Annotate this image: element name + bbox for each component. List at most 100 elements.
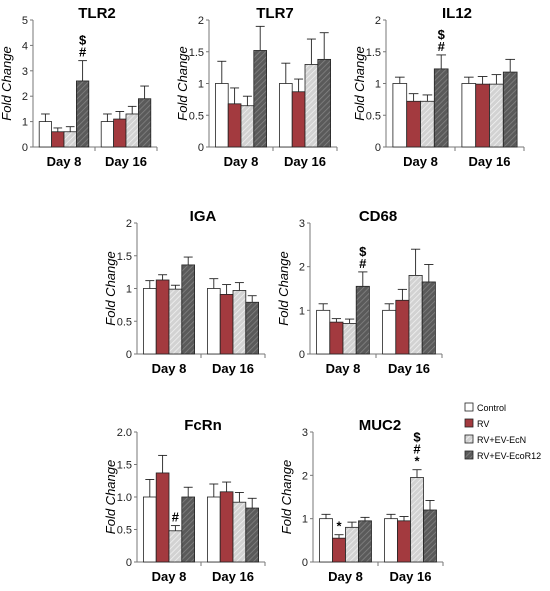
y-axis-label: Fold Change [276,251,291,325]
y-tick-label: 0 [302,557,308,569]
y-tick-label: 1 [375,79,381,91]
y-axis-label: Fold Change [0,46,14,120]
chart-cd68: CD68 Fold Change 0 1 2 3 Day 8 Day 16 #$ [276,208,443,376]
significance-marker: $ [359,244,367,259]
bar [475,83,490,148]
x-tick-label: Day 8 [403,154,438,169]
x-tick-label: Day 16 [284,154,326,169]
legend-swatch [464,402,474,412]
bar [319,518,333,563]
significance-marker: # [172,510,180,525]
y-tick-label: 2 [198,15,204,27]
bar [245,507,260,563]
y-tick-label: 0.5 [366,110,381,122]
bar [142,288,157,355]
bar [382,309,397,355]
bar [181,264,196,355]
chart-title: TLR7 [256,5,294,22]
bar [219,491,234,563]
y-tick-label: 0 [126,349,132,361]
y-tick-label: 1 [299,305,305,317]
bar [125,113,139,148]
legend-label: RV [477,419,489,429]
bar [397,520,411,563]
bar [142,496,157,563]
chart-iga: IGA Fold Change 0 0.5 1 1.5 2 Day 8 Day 16 [103,208,266,376]
bar [113,118,127,148]
y-tick-label: 1.0 [117,492,132,504]
y-tick-label: 5 [22,15,28,27]
bar [355,285,370,355]
bar [100,121,114,148]
x-tick-label: Day 16 [388,361,430,376]
y-tick-label: 2 [299,262,305,274]
x-tick-label: Day 8 [152,569,187,584]
bar [206,288,221,355]
significance-marker: # [438,39,446,54]
y-tick-label: 0 [375,142,381,154]
chart-title: TLR2 [78,5,116,22]
significance-marker: $ [413,430,421,445]
bar [38,121,53,148]
bar [332,537,346,563]
bar [502,71,518,148]
x-tick-label: Day 8 [326,361,361,376]
bar [316,309,331,355]
chart-title: MUC2 [359,417,402,434]
significance-marker: $ [438,27,446,42]
chart-tlr2: TLR2 Fold Change 0 1 2 3 4 5 Day 8 Day 16 #$ [0,5,158,169]
significance-marker: * [336,519,342,534]
chart-tlr7: TLR7 Fold Change 0 0.5 1 1.5 2 Day 8 Day 16 [175,5,338,169]
x-tick-label: Day 8 [152,361,187,376]
y-tick-label: 2 [375,15,381,27]
y-tick-label: 1.5 [366,47,381,59]
significance-marker: # [413,442,421,457]
legend-swatch [464,434,474,444]
y-tick-label: 1 [198,79,204,91]
y-tick-label: 1 [22,117,28,129]
legend-label: Control [477,403,506,413]
bar [329,321,344,355]
y-tick-label: 2 [22,91,28,103]
bar [137,98,152,148]
x-tick-label: Day 8 [224,154,259,169]
bar [406,100,421,148]
bar [291,91,306,148]
y-tick-label: 0.5 [117,316,132,328]
legend: Control RV RV+EV-EcN RV+EV-EcoR12 [464,402,541,461]
y-tick-label: 0 [198,142,204,154]
bar [384,518,398,563]
bar [345,526,359,563]
chart-title: IL12 [442,5,472,22]
y-tick-label: 0 [22,142,28,154]
y-axis-label: Fold Change [103,251,118,325]
y-tick-label: 0 [126,557,132,569]
x-tick-label: Day 8 [47,154,82,169]
bar [168,530,183,563]
x-tick-label: Day 16 [390,569,432,584]
bar [232,290,247,355]
bar [76,80,90,148]
x-tick-label: Day 16 [105,154,147,169]
bar [410,477,424,563]
legend-swatch [464,418,474,428]
bar [423,509,437,563]
legend-swatch [464,450,474,460]
significance-marker: # [359,256,367,271]
y-tick-label: 1 [302,514,308,526]
chart-fcrn: FcRn Fold Change 0 0.5 1.0 1.5 2.0 Day 8 Day 16 # [103,417,266,584]
significance-marker: $ [79,33,87,48]
y-tick-label: 0 [299,349,305,361]
bar [421,281,436,355]
y-axis-label: Fold Change [352,46,367,120]
x-tick-label: Day 16 [469,154,511,169]
bar [206,496,221,563]
y-axis-label: Fold Change [279,460,294,534]
y-tick-label: 2 [302,470,308,482]
bar [489,83,504,148]
bar [155,279,170,355]
bar [168,288,183,355]
y-tick-label: 3 [299,218,305,230]
